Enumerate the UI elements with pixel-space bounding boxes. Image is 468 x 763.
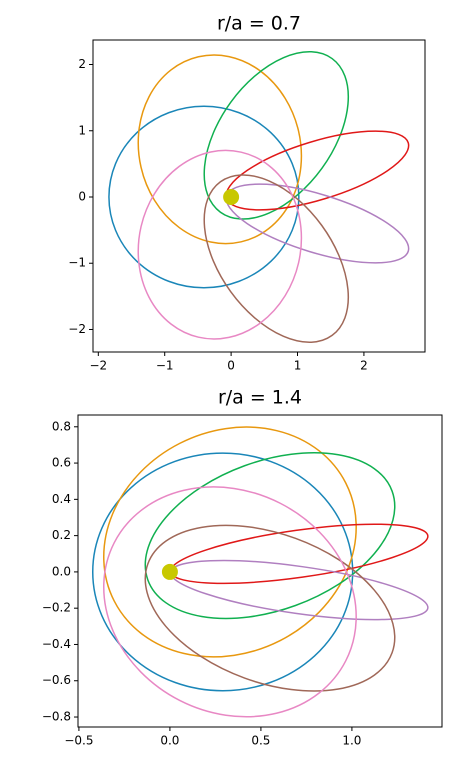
y-tick-label: −1	[68, 256, 86, 270]
focus-point	[223, 188, 240, 205]
plot-area	[108, 50, 410, 343]
y-tick-label: 1	[78, 123, 86, 137]
orbit	[137, 54, 303, 245]
y-tick-label: 0.2	[52, 528, 71, 542]
y-tick-label: 0.8	[52, 419, 71, 433]
orbit	[144, 524, 396, 692]
orbit	[91, 452, 354, 692]
x-tick-label: 0.0	[160, 734, 179, 748]
x-tick-label: 0.5	[251, 734, 270, 748]
y-tick-label: −0.2	[42, 601, 71, 615]
x-tick-label: 2	[360, 359, 368, 373]
x-tick-label: −1	[156, 359, 174, 373]
orbit	[203, 174, 350, 343]
orbit	[225, 183, 410, 264]
chart-title: r/a = 1.4	[218, 387, 302, 409]
x-tick-label: 0	[227, 359, 235, 373]
orbit	[169, 523, 429, 585]
orbit	[203, 50, 350, 220]
y-tick-label: 2	[78, 57, 86, 71]
x-tick-label: 1	[294, 359, 302, 373]
orbit	[144, 452, 396, 620]
y-tick-label: 0.4	[52, 492, 71, 506]
focus-point	[161, 563, 178, 580]
orbit	[103, 486, 357, 718]
axes-frame	[92, 39, 426, 353]
y-tick-label: −0.8	[42, 710, 71, 724]
y-tick-label: 0.0	[52, 564, 71, 578]
x-tick-label: −0.5	[64, 734, 93, 748]
orbit	[137, 149, 303, 340]
orbit	[225, 130, 410, 211]
x-tick-label: −2	[89, 359, 107, 373]
y-tick-label: −2	[68, 322, 86, 336]
y-tick-label: 0.6	[52, 456, 71, 470]
y-tick-label: −0.6	[42, 673, 71, 687]
axes-frame	[77, 414, 443, 728]
plot-area	[91, 426, 429, 718]
y-tick-label: 0	[78, 189, 86, 203]
chart-title: r/a = 0.7	[217, 13, 301, 35]
x-tick-label: 1.0	[342, 734, 361, 748]
orbit	[108, 105, 300, 289]
orbit	[103, 426, 357, 658]
y-tick-label: −0.4	[42, 637, 71, 651]
